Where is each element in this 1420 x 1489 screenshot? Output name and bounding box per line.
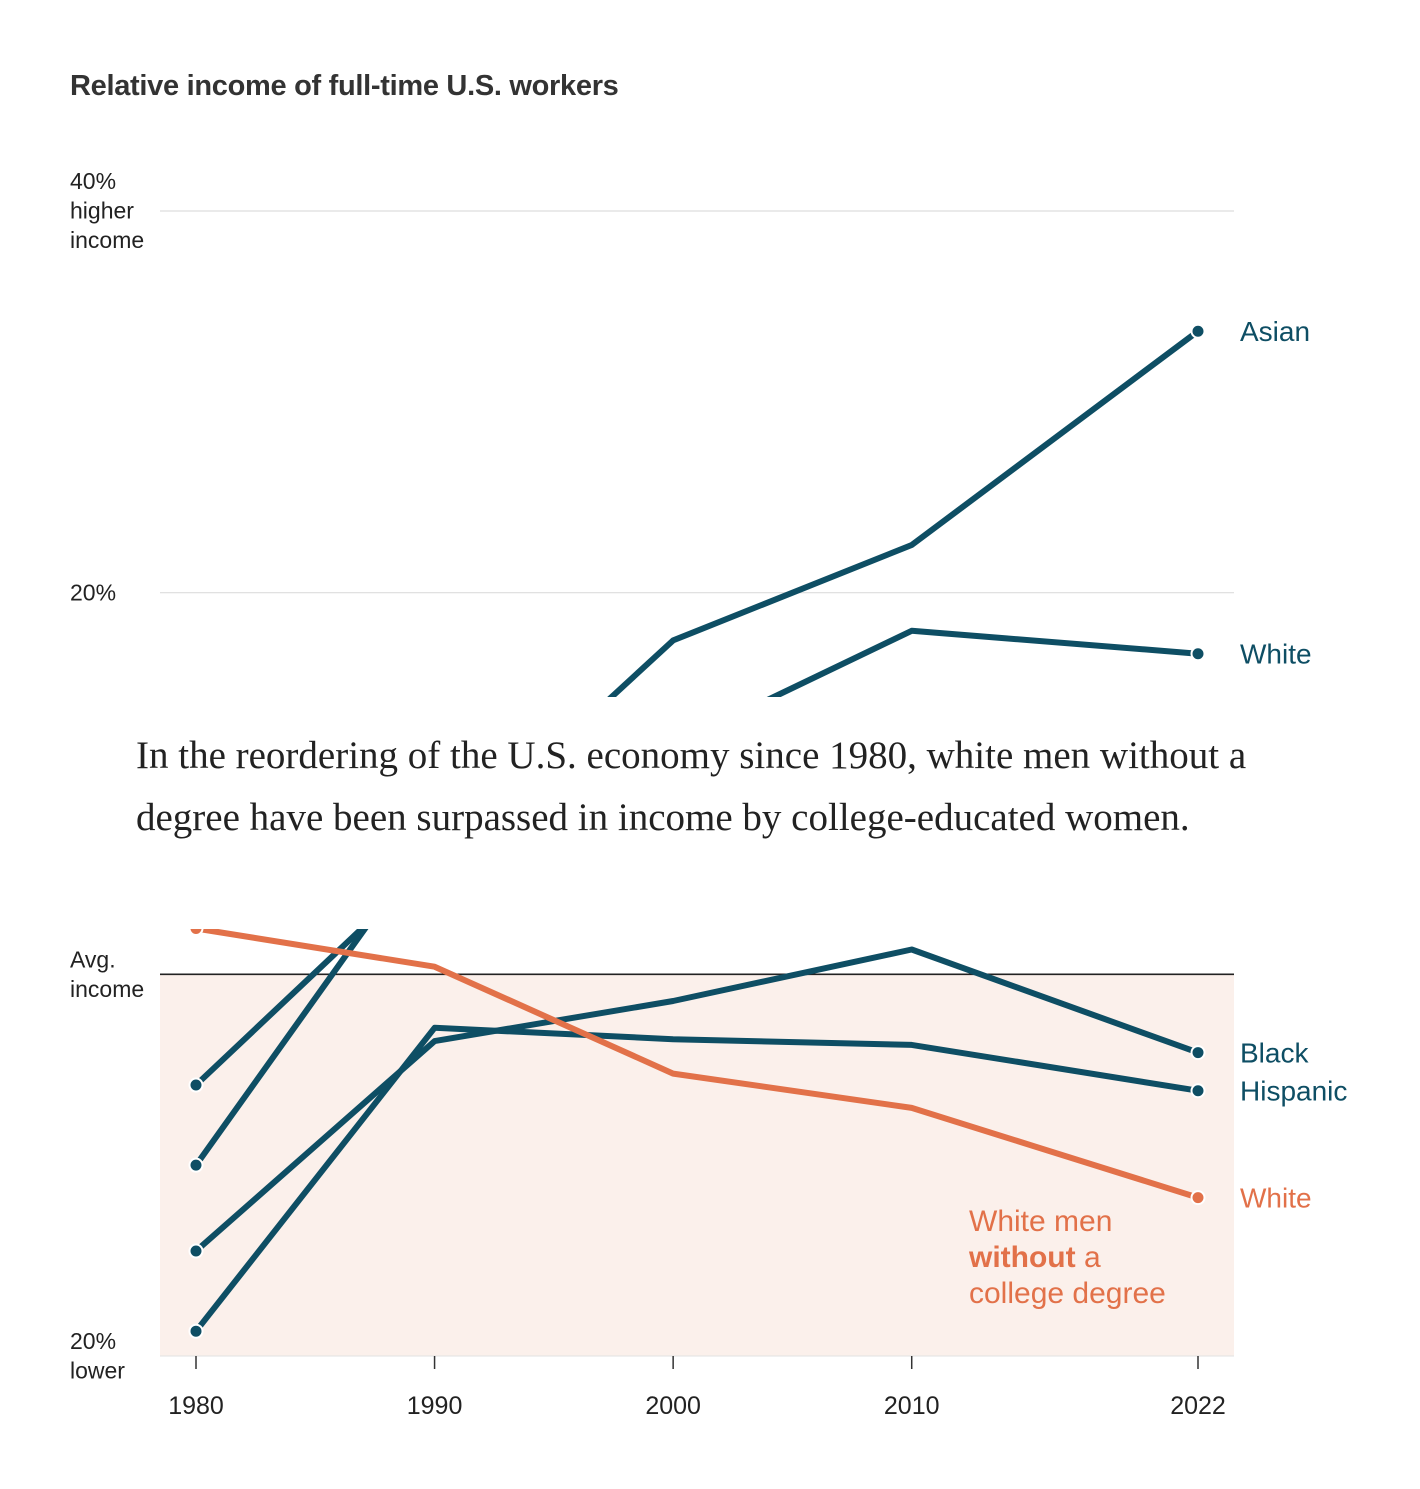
y-tick-line: 20% (70, 1328, 116, 1354)
series-line (193, 925, 1201, 1201)
annotation-line-1: White men (969, 1205, 1121, 1238)
y-tick-label: 20% lower (70, 1328, 125, 1384)
y-tick-line: Avg. (70, 946, 116, 972)
annotation: White men without a college degree (968, 1205, 1166, 1310)
endpoint-marker (1190, 323, 1206, 339)
y-tick-line: 40% (70, 168, 116, 194)
annotation-line-2: without a (968, 1241, 1109, 1274)
series-label: White (1240, 1183, 1312, 1214)
y-tick-label: 40% higher income (70, 168, 144, 253)
annotation-emphasis: without (968, 1241, 1076, 1274)
endpoint-marker (188, 1243, 204, 1259)
y-tick-line: income (70, 227, 144, 253)
y-tick-label: 20% (70, 580, 116, 606)
annotation-line-3: college degree (969, 1277, 1166, 1310)
y-tick-label: Avg. income (70, 946, 144, 1002)
endpoint-marker (1190, 1045, 1206, 1061)
overlay-text: In the reordering of the U.S. economy si… (136, 734, 1247, 839)
y-tick-line: 20% (70, 580, 116, 606)
chart-title: Relative income of full-time U.S. worker… (70, 70, 619, 102)
series-label: Black (1240, 1038, 1309, 1069)
y-tick-line: higher (70, 198, 134, 224)
text-overlay-box (0, 697, 1420, 929)
x-tick-label: 2022 (1170, 1392, 1226, 1420)
annotation-rest: a (1076, 1241, 1109, 1274)
endpoint-marker (1190, 646, 1206, 662)
series-line (193, 1024, 1201, 1335)
endpoint-marker (1190, 1083, 1206, 1099)
x-tick-label: 1990 (407, 1392, 463, 1420)
x-tick-label: 2010 (884, 1392, 940, 1420)
x-tick-label: 2000 (645, 1392, 701, 1420)
endpoint-marker (1190, 1190, 1206, 1206)
series-line (193, 946, 1201, 1254)
x-tick-label: 1980 (168, 1392, 224, 1420)
series-label: White (1240, 639, 1312, 670)
series-line (193, 328, 1201, 1088)
endpoint-marker (188, 1077, 204, 1093)
endpoint-marker (188, 1157, 204, 1173)
y-tick-line: income (70, 976, 144, 1002)
series-label: Asian (1240, 316, 1310, 347)
y-tick-line: lower (70, 1358, 125, 1384)
endpoint-marker (188, 1323, 204, 1339)
series-label: Hispanic (1240, 1076, 1347, 1107)
